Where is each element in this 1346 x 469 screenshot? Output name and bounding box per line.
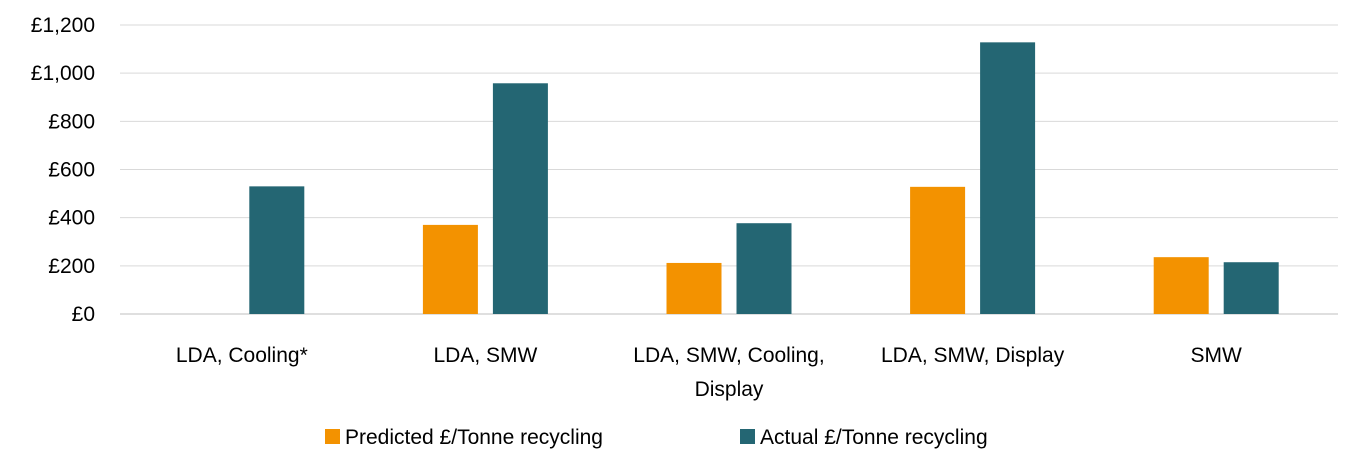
gridlines bbox=[120, 24, 1338, 315]
legend-label: Predicted £/Tonne recycling bbox=[345, 426, 603, 449]
x-tick-label: LDA, Cooling* bbox=[176, 344, 308, 367]
legend-swatch bbox=[740, 429, 755, 444]
x-tick-label: LDA, SMW bbox=[433, 344, 537, 367]
predicted-bar bbox=[910, 186, 966, 314]
x-axis-ticks: LDA, Cooling* LDA, SMW LDA, SMW, Cooling, D… bbox=[176, 344, 1242, 401]
actual-bar bbox=[249, 186, 305, 314]
y-tick-label: £200 bbox=[48, 255, 95, 278]
predicted-bar bbox=[1153, 257, 1209, 314]
actual-bar bbox=[980, 42, 1036, 315]
legend: Predicted £/Tonne recycling Actual £/Tonn… bbox=[325, 426, 988, 449]
y-tick-label: £0 bbox=[72, 303, 95, 326]
x-tick-label: LDA, SMW, Display bbox=[881, 344, 1065, 367]
legend-swatch bbox=[325, 429, 340, 444]
y-axis-ticks: £0 £200 £400 £600 £800 £1,000 £1,200 bbox=[31, 14, 95, 326]
bars bbox=[249, 42, 1279, 315]
legend-label: Actual £/Tonne recycling bbox=[760, 426, 988, 449]
x-tick-label: SMW bbox=[1191, 344, 1243, 367]
y-tick-label: £800 bbox=[48, 110, 95, 133]
actual-bar bbox=[1223, 262, 1279, 314]
y-tick-label: £1,000 bbox=[31, 62, 95, 85]
x-tick-label: LDA, SMW, Cooling, Display bbox=[633, 344, 824, 401]
y-tick-label: £1,200 bbox=[31, 14, 95, 37]
y-tick-label: £600 bbox=[48, 159, 95, 182]
predicted-bar bbox=[666, 262, 722, 314]
y-tick-label: £400 bbox=[48, 207, 95, 230]
actual-bar bbox=[736, 223, 792, 314]
predicted-bar bbox=[422, 224, 478, 314]
actual-bar bbox=[492, 83, 548, 314]
